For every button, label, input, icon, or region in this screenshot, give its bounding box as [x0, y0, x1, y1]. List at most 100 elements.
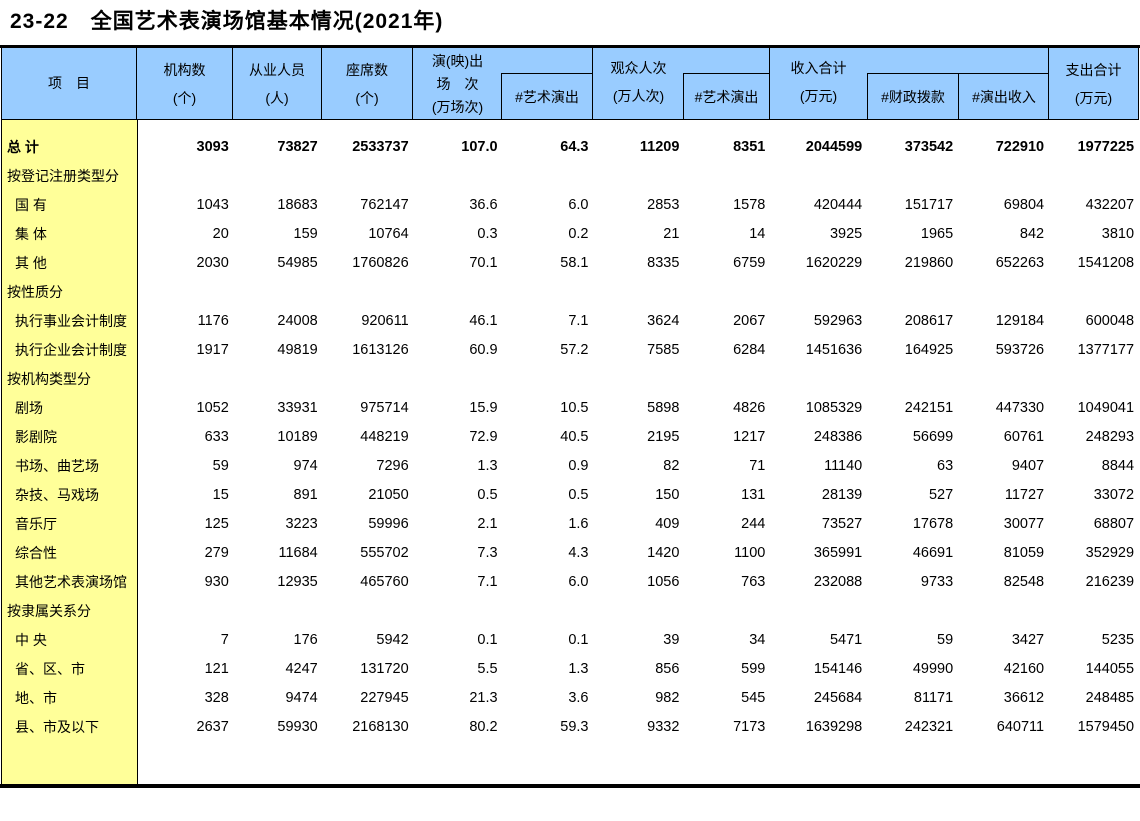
table-row: 执行事业会计制度 1176 24008 920611 46.1 7.1 3624 2067 59… [2, 307, 1139, 336]
header-performances-line3: (万场次) [431, 99, 484, 115]
value-cell: 3093 [196, 139, 229, 155]
value-cell: 7173 [733, 719, 766, 735]
value-cell: 242321 [904, 719, 954, 735]
value-cell: 49990 [912, 661, 954, 677]
value-cell: 82 [663, 458, 680, 474]
value-cell: 208617 [904, 313, 954, 329]
value-cell: 154146 [813, 661, 863, 677]
value-cell: 24008 [277, 313, 318, 329]
row-label: 书场、曲艺场 [15, 458, 99, 474]
row-label: 中 央 [15, 632, 47, 648]
header-income-label: 收入合计 (万元) [770, 48, 867, 110]
value-cell: 0.1 [477, 632, 498, 648]
value-cell: 36612 [1003, 690, 1045, 706]
value-cell: 2853 [647, 197, 680, 213]
header-performances-sub-label: #艺术演出 [515, 88, 579, 105]
value-cell: 1965 [920, 226, 954, 242]
header-org-count-line1: 机构数 [163, 61, 206, 78]
table-row: 中 央 7 176 5942 0.1 0.1 39 34 5471 59 3427 5235 [2, 626, 1139, 655]
value-cell: 8351 [733, 139, 766, 155]
value-cell: 352929 [1085, 545, 1135, 561]
value-cell: 3.6 [568, 690, 589, 706]
value-cell: 10189 [277, 429, 318, 445]
value-cell: 3624 [647, 313, 680, 329]
value-cell: 5898 [647, 400, 680, 416]
value-cell: 1.3 [477, 458, 498, 474]
table-row: 剧场 1052 33931 975714 15.9 10.5 5898 4826 1085329… [2, 394, 1139, 423]
table-row: 省、区、市 121 4247 131720 5.5 1.3 856 599 154146 4999… [2, 655, 1139, 684]
header-group-audience: 观众人次 (万人次) #艺术演出 [593, 48, 770, 119]
value-cell: 365991 [813, 545, 863, 561]
value-cell: 1639298 [805, 719, 863, 735]
value-cell: 5235 [1101, 632, 1135, 648]
row-label: 国 有 [15, 197, 47, 213]
value-cell: 420444 [813, 197, 863, 213]
value-cell: 599 [741, 661, 766, 677]
header-cell-item: 项 目 [2, 48, 137, 119]
value-cell: 39 [663, 632, 680, 648]
value-cell: 60761 [1003, 429, 1045, 445]
value-cell: 2533737 [352, 139, 409, 155]
value-cell: 56699 [912, 429, 954, 445]
value-cell: 219860 [904, 255, 954, 271]
value-cell: 1056 [647, 574, 680, 590]
value-cell: 2195 [647, 429, 680, 445]
value-cell: 1760826 [352, 255, 409, 271]
value-cell: 7585 [647, 342, 680, 358]
value-cell: 527 [928, 487, 954, 503]
value-cell: 33931 [277, 400, 318, 416]
value-cell: 7296 [376, 458, 409, 474]
value-cell: 409 [655, 516, 680, 532]
row-label: 执行企业会计制度 [15, 342, 127, 358]
value-cell: 0.5 [568, 487, 589, 503]
value-cell: 28139 [821, 487, 863, 503]
value-cell: 82548 [1003, 574, 1045, 590]
value-cell: 9407 [1011, 458, 1045, 474]
value-cell: 1917 [196, 342, 229, 358]
value-cell: 81171 [913, 690, 954, 706]
value-cell: 70.1 [469, 255, 498, 271]
row-label: 杂技、马戏场 [15, 487, 99, 503]
value-cell: 34 [749, 632, 766, 648]
section-row: 按隶属关系分 [2, 597, 1139, 626]
value-cell: 59 [212, 458, 229, 474]
header-performance-income-label: #演出收入 [972, 88, 1036, 105]
value-cell: 144055 [1085, 661, 1135, 677]
header-employees-line1: 从业人员 [249, 61, 305, 78]
header-audience-line2: (万人次) [612, 88, 665, 104]
value-cell: 722910 [995, 139, 1045, 155]
value-cell: 21.3 [469, 690, 498, 706]
value-cell: 1043 [196, 197, 229, 213]
row-label: 音乐厅 [15, 516, 57, 532]
value-cell: 1217 [733, 429, 766, 445]
value-cell: 6.0 [568, 197, 589, 213]
value-cell: 159 [293, 226, 318, 242]
header-seats-line2: (个) [355, 89, 379, 106]
value-cell: 244 [741, 516, 766, 532]
header-org-count-line2: (个) [172, 89, 197, 106]
value-cell: 73527 [821, 516, 863, 532]
value-cell: 2168130 [352, 719, 409, 735]
value-cell: 448219 [360, 429, 409, 445]
value-cell: 245684 [813, 690, 863, 706]
value-cell: 0.2 [568, 226, 589, 242]
value-cell: 1052 [196, 400, 229, 416]
value-cell: 600048 [1085, 313, 1135, 329]
value-cell: 6.0 [568, 574, 589, 590]
value-cell: 15.9 [469, 400, 498, 416]
value-cell: 7 [220, 632, 229, 648]
table-bottom-rule [0, 784, 1140, 788]
value-cell: 8844 [1101, 458, 1135, 474]
value-cell: 11209 [639, 139, 680, 155]
header-performances-line1: 演(映)出 [431, 53, 484, 69]
value-cell: 432207 [1085, 197, 1135, 213]
value-cell: 633 [204, 429, 229, 445]
value-cell: 5942 [376, 632, 409, 648]
value-cell: 593726 [995, 342, 1045, 358]
table-row: 国 有 1043 18683 762147 36.6 6.0 2853 1578 420444 1… [2, 191, 1139, 220]
page-title: 23-22 全国艺术表演场馆基本情况(2021年) [10, 10, 444, 33]
value-cell: 0.3 [477, 226, 498, 242]
value-cell: 7.1 [477, 574, 498, 590]
header-cell-org-count: 机构数 (个) [137, 48, 233, 119]
value-cell: 10.5 [560, 400, 589, 416]
